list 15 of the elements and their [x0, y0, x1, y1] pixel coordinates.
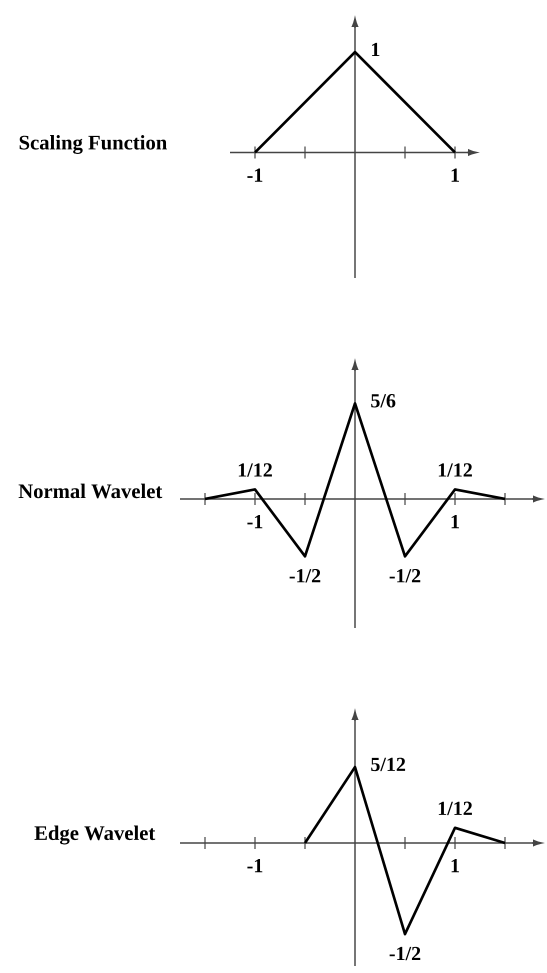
- x-tick-label: -1: [247, 515, 262, 528]
- data-label: -1/2: [390, 569, 420, 582]
- data-label: 1/12: [438, 802, 472, 816]
- x-tick-label: -1: [247, 168, 262, 182]
- annotation: 1: [372, 42, 380, 56]
- data-label: -1/2: [290, 569, 320, 582]
- data-label: -1/2: [390, 946, 420, 960]
- x-tick-label: -1: [247, 859, 262, 872]
- data-label: 1/12: [238, 463, 272, 477]
- data-label: 5/12: [371, 758, 406, 772]
- data-label: 1/12: [438, 463, 472, 477]
- text: Scaling Function: [20, 135, 167, 154]
- text: Normal Wavelet: [18, 484, 162, 498]
- data-label: 5/6: [371, 394, 396, 408]
- text: Edge Wavelet: [34, 826, 156, 844]
